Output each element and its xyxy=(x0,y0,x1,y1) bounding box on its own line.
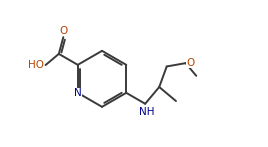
Text: O: O xyxy=(186,58,194,68)
Text: NH: NH xyxy=(139,107,154,117)
Text: HO: HO xyxy=(28,60,44,70)
Text: O: O xyxy=(59,26,68,36)
Text: N: N xyxy=(74,88,82,98)
